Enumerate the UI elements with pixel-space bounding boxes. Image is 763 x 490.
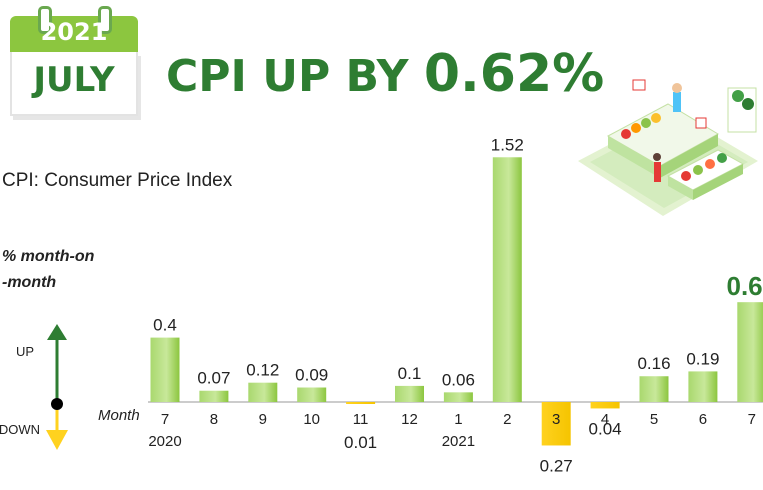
calendar-ring-icon (38, 6, 52, 34)
x-tick-label: 4 (601, 411, 609, 428)
bar-value-label: 0.62 (726, 271, 763, 301)
bar-value-label: 0.4 (153, 316, 177, 335)
bar-value-label: 0.09 (295, 366, 328, 385)
x-tick-label: 5 (650, 411, 658, 428)
bar-value-label: 0.12 (246, 361, 279, 380)
calendar-header (10, 16, 138, 52)
calendar-year: 2021 (40, 18, 108, 46)
bar (541, 402, 571, 446)
x-tick-label: 9 (259, 411, 267, 428)
x-tick-label: 3 (552, 411, 560, 428)
bar (639, 376, 669, 402)
bar-value-label: 0.07 (197, 369, 230, 388)
x-tick-label: 7 (161, 411, 169, 428)
bar-value-label: 0.01 (344, 433, 377, 452)
x-tick-label: 10 (303, 411, 320, 428)
x-tick-label: 7 (748, 411, 756, 428)
x-tick-label: 11 (353, 411, 369, 428)
headline-prefix: CPI UP BY (166, 51, 424, 102)
x-tick-label: 6 (699, 411, 707, 428)
bar (150, 337, 180, 402)
market-stall-illustration (578, 79, 758, 216)
unit-label-line2: -month (2, 274, 57, 291)
x-tick-label: 12 (401, 411, 418, 428)
x-axis-label: Month (98, 407, 140, 424)
bar (395, 385, 424, 402)
bar (199, 390, 229, 402)
bar (248, 382, 278, 402)
subtitle: CPI: Consumer Price Index (2, 170, 233, 191)
calendar-badge: 2021 JULY (10, 6, 138, 118)
bar (297, 387, 327, 402)
unit-label-line1: % month-on (2, 248, 95, 265)
legend-up-label: UP (16, 344, 34, 359)
x-tick-label: 1 (454, 411, 462, 428)
bar (688, 371, 718, 402)
bar-value-label: 0.06 (442, 370, 475, 389)
up-down-arrow-icon: UP DOWN (0, 324, 68, 450)
headline: CPI UP BY 0.62% (166, 44, 604, 104)
bar (443, 392, 473, 402)
bar-value-label: 0.27 (540, 456, 573, 475)
bar (492, 157, 522, 402)
calendar-ring-icon (98, 6, 112, 34)
bar (346, 402, 376, 404)
year-label: 2020 (148, 433, 181, 450)
headline-value: 0.62% (423, 44, 605, 104)
x-tick-label: 8 (210, 411, 218, 428)
bar (737, 302, 763, 402)
year-label: 2021 (442, 433, 475, 450)
bar-value-label: 0.16 (637, 354, 670, 373)
bar-value-label: 0.19 (686, 349, 719, 368)
legend-down-label: DOWN (0, 422, 40, 437)
x-tick-label: 2 (503, 411, 511, 428)
calendar-month: JULY (33, 60, 115, 100)
unit-label: % month-on -month (2, 244, 94, 296)
bar-value-label: 1.52 (491, 135, 524, 154)
bar-value-label: 0.04 (589, 419, 622, 438)
bar (590, 402, 620, 409)
calendar-body (10, 52, 138, 116)
bar-value-label: 0.1 (398, 364, 422, 383)
